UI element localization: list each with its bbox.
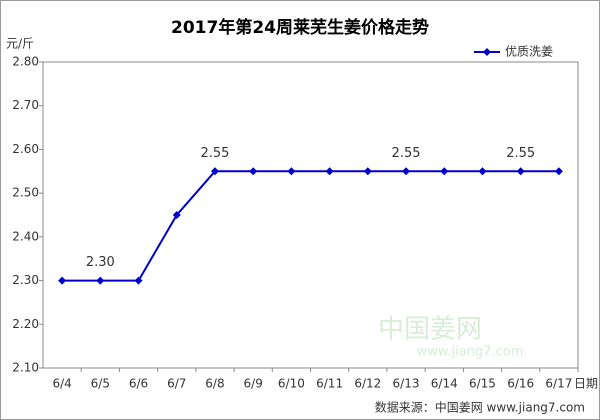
x-tick-label: 6/12 — [354, 377, 381, 391]
watermark: www.jiang7.com — [417, 345, 524, 360]
x-axis-label: 日期 — [574, 377, 598, 391]
y-tick-label: 2.40 — [12, 229, 39, 243]
marker — [516, 167, 525, 176]
y-axis-label: 元/斤 — [6, 37, 34, 51]
y-tick-label: 2.10 — [12, 361, 39, 375]
x-tick-label: 6/11 — [316, 377, 343, 391]
marker — [249, 167, 258, 176]
value-label: 2.55 — [392, 146, 421, 161]
series-line — [62, 170, 559, 282]
marker — [325, 167, 334, 176]
value-label: 2.55 — [506, 146, 535, 161]
marker — [134, 276, 143, 285]
y-tick-label: 2.30 — [12, 273, 39, 287]
y-tick-label: 2.60 — [12, 142, 39, 156]
y-tick-label: 2.50 — [12, 186, 39, 200]
legend-marker — [483, 48, 491, 56]
x-tick-label: 6/17 — [545, 377, 572, 391]
x-tick-label: 6/15 — [469, 377, 496, 391]
marker — [58, 276, 67, 285]
marker — [172, 211, 181, 219]
marker — [554, 167, 563, 176]
watermark: 中国姜网 — [378, 315, 482, 345]
marker — [478, 167, 487, 176]
marker — [96, 276, 105, 285]
x-tick-label: 6/4 — [52, 377, 71, 391]
x-tick-label: 6/13 — [393, 377, 420, 391]
y-tick-label: 2.20 — [12, 317, 39, 331]
marker — [402, 167, 411, 176]
marker — [363, 167, 372, 176]
x-tick-label: 6/14 — [431, 377, 458, 391]
legend-label: 优质洗姜 — [505, 45, 553, 59]
chart-title: 2017年第24周莱芜生姜价格走势 — [171, 17, 429, 38]
x-tick-label: 6/7 — [167, 377, 186, 391]
y-tick-label: 2.70 — [12, 98, 39, 112]
x-tick-label: 6/16 — [507, 377, 534, 391]
x-tick-label: 6/9 — [244, 377, 263, 391]
marker — [287, 167, 296, 176]
value-label: 2.55 — [200, 146, 229, 161]
x-tick-label: 6/10 — [278, 377, 305, 391]
value-label: 2.30 — [86, 255, 115, 270]
x-tick-label: 6/5 — [91, 377, 110, 391]
x-tick-label: 6/6 — [129, 377, 148, 391]
marker — [210, 167, 219, 176]
x-tick-label: 6/8 — [205, 377, 224, 391]
y-tick-label: 2.80 — [12, 55, 39, 69]
marker — [440, 167, 449, 176]
source: 数据来源：中国姜网 www.jiang7.com — [375, 400, 585, 415]
